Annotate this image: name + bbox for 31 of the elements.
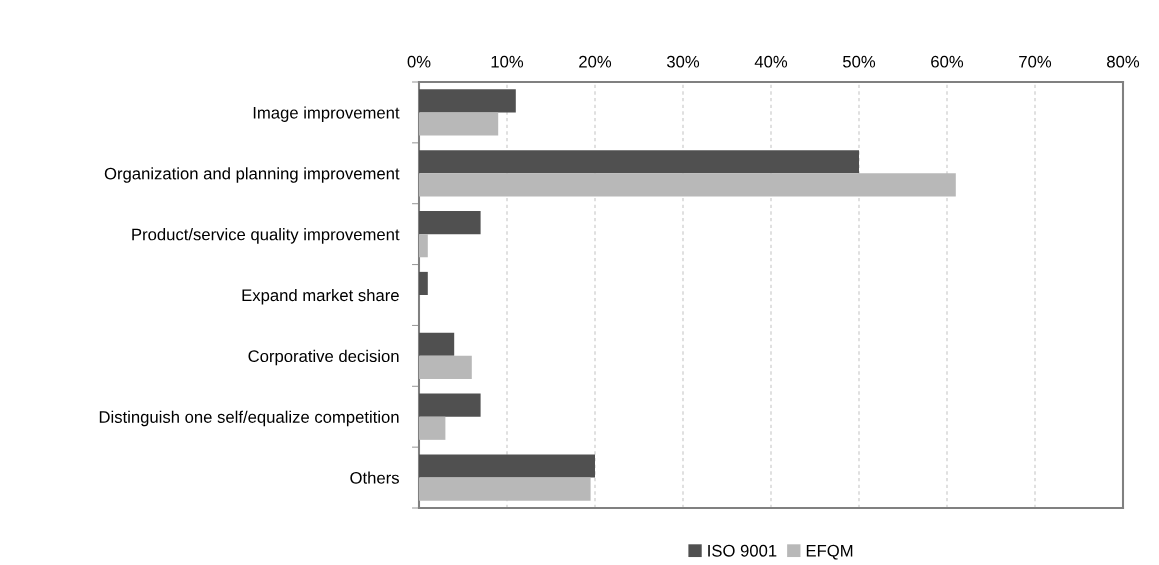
x-tick-label: 70% (1019, 55, 1052, 68)
bar (419, 416, 446, 440)
legend-label: EFQM (806, 544, 853, 560)
x-tick-label: 20% (579, 55, 612, 68)
y-tick-label: Image improvement (253, 106, 400, 122)
bar (419, 393, 481, 417)
y-tick-label: Organization and planning improvement (104, 167, 400, 183)
x-tick-label: 50% (842, 55, 876, 68)
x-tick-label: 80% (1107, 55, 1140, 68)
bar (419, 477, 591, 501)
bar (419, 173, 956, 197)
bar (419, 454, 595, 478)
bar (419, 150, 859, 174)
y-tick-label: Corporative decision (248, 349, 399, 366)
bar (419, 89, 516, 113)
legend-label: ISO 9001 (708, 544, 777, 557)
y-tick-label: Product/service quality improvement (132, 228, 400, 244)
bar (419, 234, 428, 258)
y-tick-label: Distinguish one self/equalize competition (99, 410, 399, 427)
x-tick-label: 30% (666, 55, 700, 68)
x-tick-label: 40% (754, 55, 788, 68)
x-tick-label: 0% (407, 55, 431, 68)
bar (419, 332, 455, 356)
bar (419, 271, 428, 295)
x-tick-label: 10% (491, 55, 524, 68)
bar (419, 211, 481, 235)
y-tick-label: Others (350, 471, 399, 484)
y-tick-label: Expand market share (242, 288, 399, 305)
bar (419, 355, 472, 379)
x-tick-label: 60% (931, 55, 964, 68)
bar (419, 112, 499, 136)
